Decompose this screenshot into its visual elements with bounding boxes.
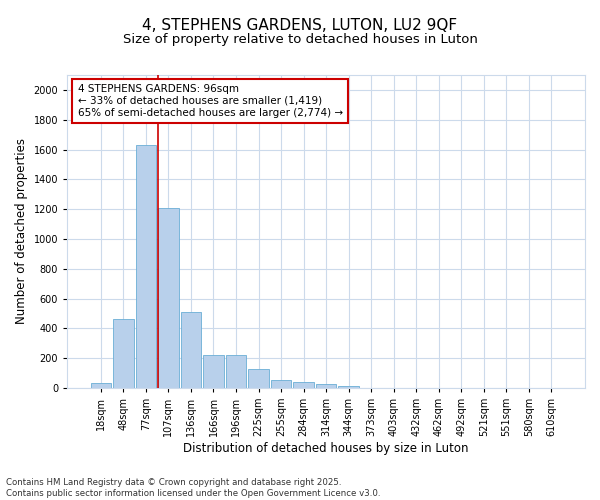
Text: 4 STEPHENS GARDENS: 96sqm
← 33% of detached houses are smaller (1,419)
65% of se: 4 STEPHENS GARDENS: 96sqm ← 33% of detac… xyxy=(77,84,343,117)
Bar xyxy=(91,382,111,388)
Text: Size of property relative to detached houses in Luton: Size of property relative to detached ho… xyxy=(122,32,478,46)
Bar xyxy=(293,382,314,388)
X-axis label: Distribution of detached houses by size in Luton: Distribution of detached houses by size … xyxy=(184,442,469,455)
Bar xyxy=(316,384,336,388)
Bar xyxy=(338,386,359,388)
Bar xyxy=(158,208,179,388)
Bar xyxy=(181,312,201,388)
Bar xyxy=(226,355,246,388)
Bar xyxy=(113,320,134,388)
Bar xyxy=(248,370,269,388)
Text: 4, STEPHENS GARDENS, LUTON, LU2 9QF: 4, STEPHENS GARDENS, LUTON, LU2 9QF xyxy=(142,18,458,32)
Text: Contains HM Land Registry data © Crown copyright and database right 2025.
Contai: Contains HM Land Registry data © Crown c… xyxy=(6,478,380,498)
Bar xyxy=(203,355,224,388)
Y-axis label: Number of detached properties: Number of detached properties xyxy=(15,138,28,324)
Bar xyxy=(271,380,291,388)
Bar xyxy=(136,145,156,388)
